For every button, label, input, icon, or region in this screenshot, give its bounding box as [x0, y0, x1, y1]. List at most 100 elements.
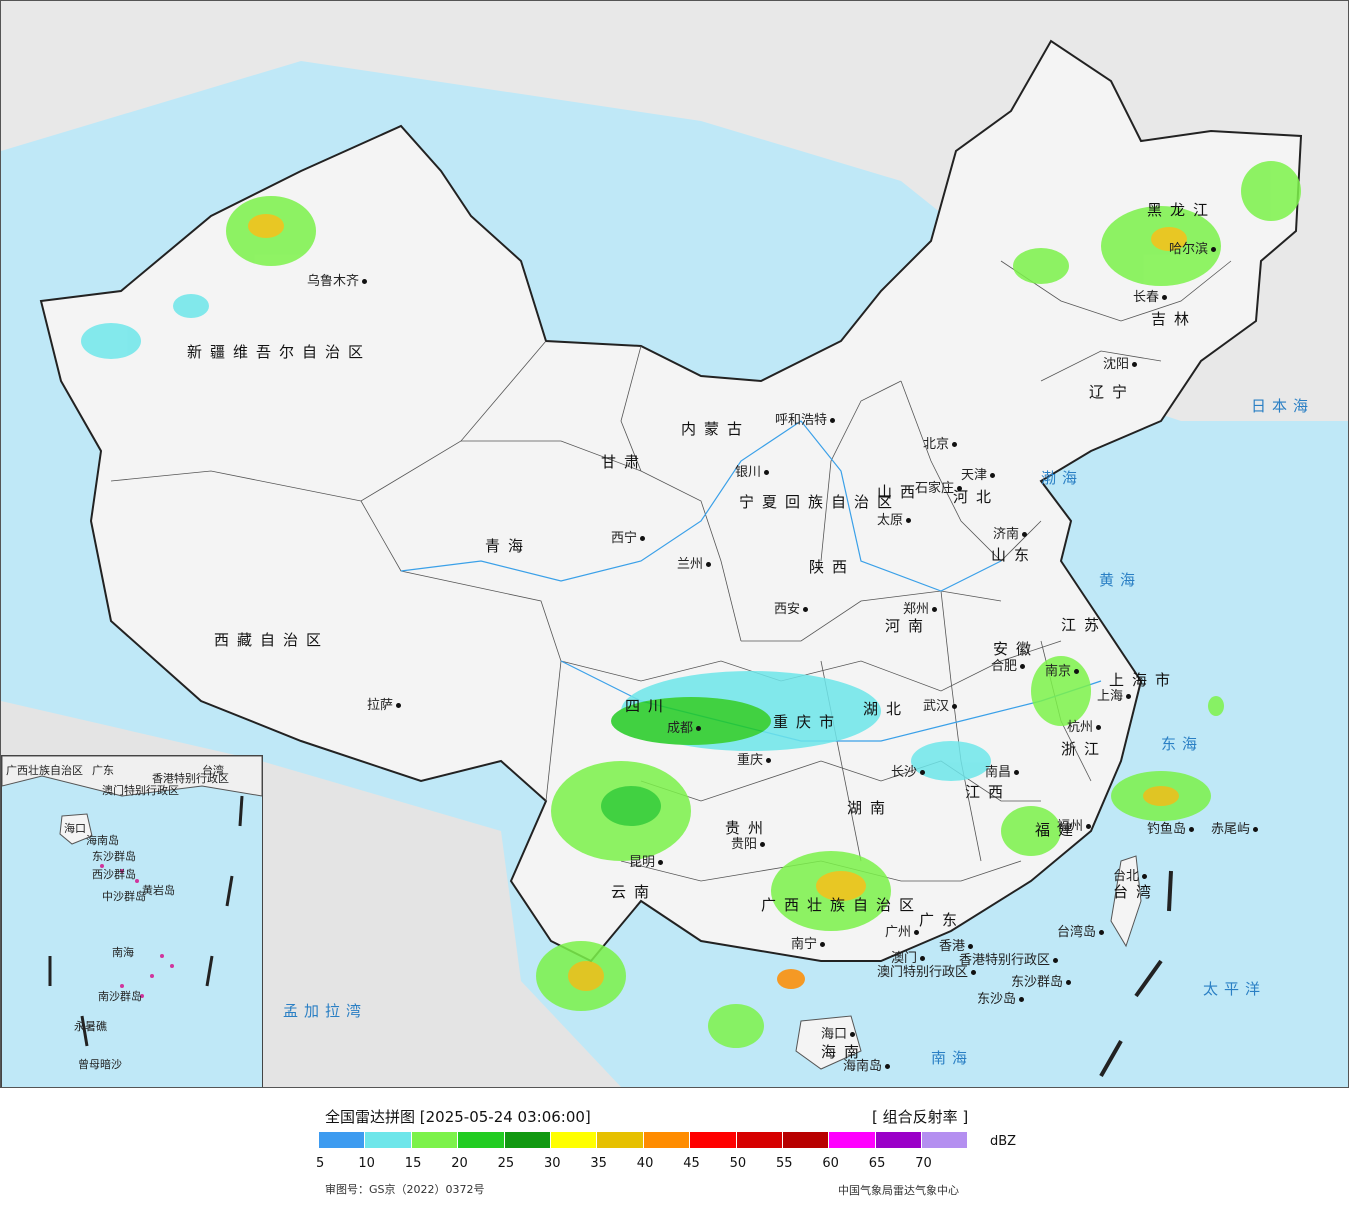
scale-cell-4 — [504, 1132, 551, 1148]
city-name: 广州 — [885, 925, 912, 940]
inset-label: 广西壮族自治区 — [6, 764, 83, 777]
city-label: 西安 — [774, 598, 811, 617]
region-label: 河南 — [885, 617, 932, 635]
region-label: 贵州 — [725, 819, 772, 837]
sea-label: 黄海 — [1099, 571, 1142, 589]
scale-tick-label: 50 — [729, 1156, 747, 1171]
inset-label: 永暑礁 — [74, 1020, 107, 1033]
region-label: 浙江 — [1061, 740, 1108, 758]
city-label: 兰州 — [677, 553, 714, 572]
city-marker-icon — [968, 944, 974, 949]
city-marker-icon — [952, 704, 958, 709]
city-label: 长春 — [1133, 286, 1170, 305]
neighbor-land — [1, 1, 1348, 421]
product-name: [ 组合反射率 ] — [872, 1108, 969, 1126]
city-label: 银川 — [735, 461, 772, 480]
city-label: 台湾岛 — [1057, 921, 1107, 940]
city-name: 东沙群岛 — [1011, 975, 1064, 990]
city-marker-icon — [1132, 362, 1138, 367]
inset-label: 海南岛 — [86, 834, 119, 847]
city-name: 福州 — [1057, 819, 1084, 834]
city-label: 南京 — [1045, 660, 1082, 679]
city-marker-icon — [766, 758, 772, 763]
city-marker-icon — [1142, 874, 1148, 879]
radar-map[interactable]: 新疆维吾尔自治区 西藏自治区 青海 甘肃 内蒙古 四川 云南 陕西 山西 河南 湖北 湖南 贵州 广西壮族… — [0, 0, 1349, 1088]
region-label: 甘肃 — [601, 453, 648, 471]
city-name: 沈阳 — [1103, 357, 1130, 372]
region-label: 新疆维吾尔自治区 — [187, 343, 372, 361]
city-label: 南宁 — [791, 933, 828, 952]
scale-cell-8 — [690, 1132, 737, 1148]
scale-tick-label: 15 — [404, 1156, 422, 1171]
scale-ticks: 5 10 15 20 25 30 35 40 45 50 55 60 65 70 — [314, 1156, 1014, 1174]
city-label: 杭州 — [1067, 716, 1104, 735]
city-name: 贵阳 — [731, 837, 758, 852]
scale-tick-label: 10 — [358, 1156, 375, 1171]
city-label: 海口 — [821, 1023, 858, 1042]
south-china-sea-inset: 广西壮族自治区 广东 香港特别行政区 澳门特别行政区 台湾 海口 海南岛 东沙群岛 西沙群岛 中沙… — [1, 755, 263, 1087]
city-label: 钓鱼岛 — [1147, 818, 1197, 837]
city-marker-icon — [1253, 827, 1259, 832]
inset-label: 西沙群岛 — [92, 868, 136, 881]
city-name: 上海 — [1097, 689, 1124, 704]
city-marker-icon — [1189, 827, 1195, 832]
scale-tick-label: 20 — [451, 1156, 468, 1171]
city-marker-icon — [850, 1032, 856, 1037]
city-name: 太原 — [877, 513, 904, 528]
city-name: 香港 — [939, 939, 966, 954]
city-name: 赤尾屿 — [1211, 822, 1251, 837]
region-label: 江西 — [965, 783, 1012, 801]
scale-cell-13 — [922, 1132, 969, 1148]
region-label: 云南 — [611, 883, 658, 901]
sea-label: 太平洋 — [1203, 980, 1267, 998]
scale-cell-6 — [597, 1132, 644, 1148]
city-label: 长沙 — [891, 761, 928, 780]
region-label: 重庆市 — [773, 713, 843, 731]
inset-label: 南海 — [112, 946, 134, 959]
radar-echoes — [81, 161, 1301, 1048]
scale-tick-label: 5 — [316, 1156, 325, 1171]
city-label: 昆明 — [629, 851, 666, 870]
city-name: 昆明 — [629, 855, 656, 870]
city-marker-icon — [1099, 930, 1105, 935]
city-name: 武汉 — [923, 699, 950, 714]
inset-label: 海口 — [64, 822, 86, 835]
scale-cell-11 — [829, 1132, 876, 1148]
scale-cell-12 — [875, 1132, 923, 1148]
city-label: 天津 — [961, 464, 998, 483]
scale-cell-3 — [458, 1132, 505, 1148]
city-marker-icon — [932, 607, 938, 612]
city-name: 成都 — [667, 721, 694, 736]
city-name: 南京 — [1045, 664, 1072, 679]
city-label: 南昌 — [985, 761, 1022, 780]
region-label: 宁夏回族自治区 — [739, 493, 901, 511]
city-name: 台北 — [1113, 869, 1140, 884]
city-label: 北京 — [923, 433, 960, 452]
city-marker-icon — [658, 860, 664, 865]
city-name: 北京 — [923, 437, 950, 452]
inset-label: 中沙群岛 — [102, 890, 146, 903]
city-name: 澳门特别行政区 — [877, 965, 969, 980]
city-marker-icon — [971, 970, 977, 975]
province-boundaries — [110, 260, 1232, 882]
inset-canvas — [2, 756, 262, 1047]
city-label: 拉萨 — [367, 694, 404, 713]
region-label: 西藏自治区 — [214, 631, 330, 649]
city-label: 香港特别行政区 — [959, 949, 1061, 968]
sea-label: 东海 — [1161, 735, 1204, 753]
city-name: 合肥 — [991, 659, 1018, 674]
city-label: 赤尾屿 — [1211, 818, 1261, 837]
inset-label: 澳门特别行政区 — [102, 784, 179, 797]
city-marker-icon — [1020, 664, 1026, 669]
scale-cell-2 — [411, 1132, 459, 1148]
city-name: 乌鲁木齐 — [307, 274, 360, 289]
city-label: 成都 — [667, 717, 704, 736]
city-marker-icon — [1162, 295, 1168, 300]
city-name: 澳门 — [891, 951, 918, 966]
city-marker-icon — [1096, 725, 1102, 730]
legend-title: 全国雷达拼图 [2025-05-24 03:06:00] — [325, 1108, 591, 1126]
scale-tick-label: 30 — [544, 1156, 561, 1171]
region-label: 辽宁 — [1089, 383, 1136, 401]
city-name: 钓鱼岛 — [1147, 822, 1187, 837]
city-marker-icon — [914, 930, 920, 935]
